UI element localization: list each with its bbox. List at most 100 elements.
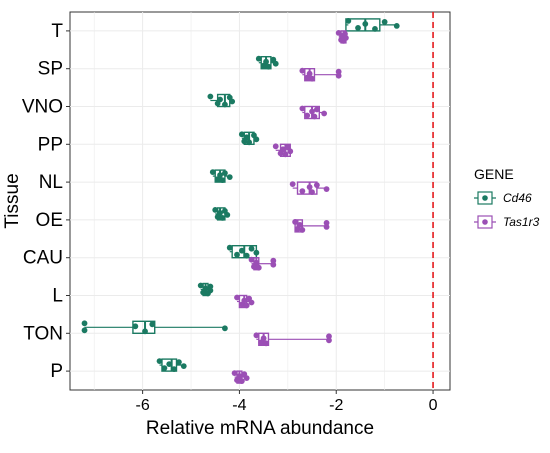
data-point-cd46	[207, 93, 214, 100]
data-point-cd46	[372, 26, 378, 32]
legend-item: Tas1r3	[474, 215, 540, 229]
data-point-tas1r3	[263, 340, 269, 347]
y-tick-label: CAU	[23, 248, 63, 269]
legend-key-point	[482, 219, 488, 225]
data-point-tas1r3	[326, 333, 332, 340]
data-point-tas1r3	[253, 259, 260, 266]
data-point-tas1r3	[299, 105, 306, 112]
data-point-tas1r3	[299, 67, 306, 74]
data-point-cd46	[166, 361, 173, 367]
y-axis-title: Tissue	[2, 173, 23, 228]
data-point-tas1r3	[343, 35, 349, 41]
data-point-tas1r3	[272, 143, 279, 150]
data-point-cd46	[81, 320, 88, 327]
data-point-cd46	[255, 55, 262, 62]
y-tick-label: OE	[36, 210, 63, 231]
data-point-tas1r3	[323, 220, 330, 226]
data-point-tas1r3	[323, 224, 330, 230]
data-point-tas1r3	[335, 72, 342, 79]
data-point-cd46	[253, 249, 260, 256]
data-point-tas1r3	[297, 222, 303, 228]
data-point-cd46	[226, 244, 233, 251]
y-tick-label: TON	[23, 323, 63, 344]
data-point-cd46	[217, 96, 223, 103]
data-point-tas1r3	[292, 219, 298, 225]
data-point-cd46	[265, 63, 272, 70]
data-point-cd46	[209, 169, 216, 176]
data-point-tas1r3	[255, 264, 262, 271]
data-point-cd46	[243, 252, 250, 259]
data-point-cd46	[226, 174, 233, 181]
data-point-tas1r3	[299, 227, 306, 233]
legend-items: Cd46 Tas1r3	[474, 191, 540, 229]
y-tick-label: P	[50, 361, 63, 382]
data-point-tas1r3	[306, 184, 313, 191]
data-point-tas1r3	[270, 257, 277, 264]
data-point-tas1r3	[280, 146, 286, 153]
data-point-cd46	[362, 21, 369, 27]
data-point-cd46	[222, 170, 228, 177]
data-point-tas1r3	[287, 148, 294, 155]
data-point-tas1r3	[306, 70, 313, 77]
data-point-tas1r3	[243, 375, 250, 381]
data-point-tas1r3	[313, 182, 320, 189]
data-point-tas1r3	[238, 378, 245, 384]
data-point-cd46	[207, 287, 214, 294]
x-tick-label: -2	[329, 397, 343, 414]
data-point-cd46	[219, 177, 226, 184]
data-point-cd46	[381, 19, 388, 25]
data-point-cd46	[345, 18, 352, 24]
data-point-tas1r3	[270, 261, 277, 268]
data-point-cd46	[222, 101, 228, 108]
legend-label: Cd46	[503, 191, 532, 205]
legend-key-point	[482, 195, 488, 201]
data-point-tas1r3	[335, 68, 342, 75]
legend: GENE Cd46 Tas1r3	[474, 166, 540, 229]
data-point-tas1r3	[282, 151, 289, 158]
data-point-tas1r3	[323, 186, 330, 193]
data-point-tas1r3	[234, 294, 240, 301]
data-point-cd46	[132, 323, 139, 330]
y-tick-label: PP	[38, 134, 63, 155]
data-point-tas1r3	[260, 335, 267, 342]
data-point-cd46	[202, 285, 209, 292]
data-point-tas1r3	[243, 302, 250, 309]
data-point-tas1r3	[326, 337, 332, 344]
data-point-cd46	[171, 366, 177, 372]
y-axis: T SP VNO PP NL OE CAU L TON P	[22, 21, 70, 382]
x-axis-title: Relative mRNA abundance	[146, 418, 374, 439]
data-point-tas1r3	[248, 299, 255, 306]
data-point-cd46	[238, 247, 245, 254]
data-point-cd46	[234, 251, 240, 258]
legend-label: Tas1r3	[503, 215, 540, 229]
data-point-cd46	[355, 25, 361, 31]
data-point-cd46	[176, 359, 182, 365]
y-tick-label: NL	[39, 172, 63, 193]
data-point-cd46	[156, 358, 163, 364]
data-point-cd46	[149, 321, 156, 328]
data-point-tas1r3	[309, 189, 315, 196]
data-point-tas1r3	[299, 188, 306, 195]
x-tick-label: -6	[135, 397, 149, 414]
data-point-tas1r3	[309, 75, 315, 82]
data-point-cd46	[81, 327, 88, 334]
data-point-cd46	[246, 139, 253, 146]
y-tick-label: L	[52, 286, 63, 307]
legend-item: Cd46	[474, 191, 532, 205]
data-point-cd46	[243, 134, 250, 141]
data-point-cd46	[272, 60, 279, 67]
data-point-tas1r3	[289, 181, 296, 188]
points	[81, 18, 400, 384]
data-point-cd46	[197, 282, 204, 289]
x-tick-label: 0	[429, 397, 438, 414]
data-point-tas1r3	[253, 332, 260, 339]
y-tick-label: T	[51, 21, 63, 42]
data-point-cd46	[393, 23, 400, 29]
data-point-cd46	[222, 325, 228, 332]
data-point-tas1r3	[248, 256, 255, 263]
data-point-cd46	[180, 363, 187, 369]
data-point-cd46	[253, 136, 260, 143]
data-point-tas1r3	[304, 112, 311, 119]
data-point-cd46	[142, 328, 148, 335]
